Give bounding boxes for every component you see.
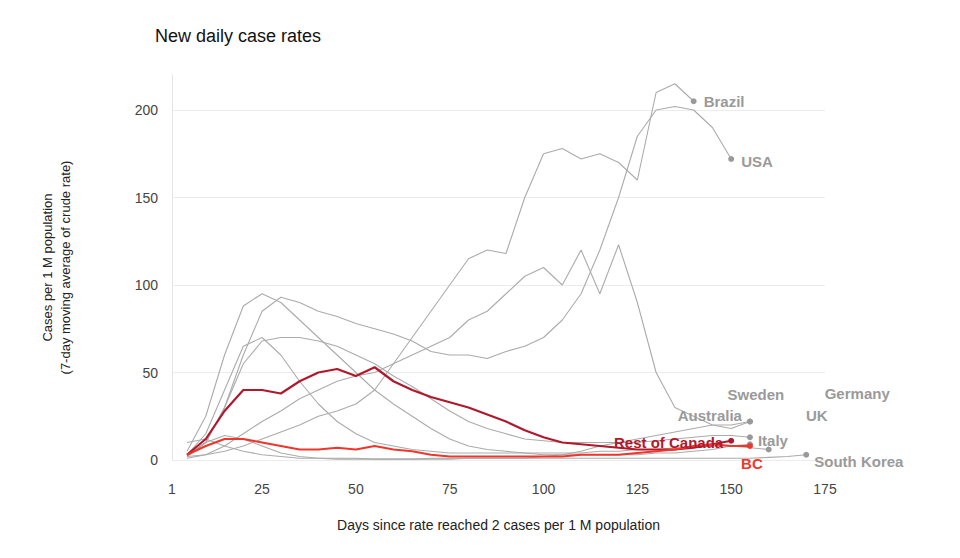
svg-text:Italy: Italy [758, 432, 789, 449]
svg-text:50: 50 [348, 481, 364, 497]
svg-text:Days since rate reached 2 case: Days since rate reached 2 cases per 1 M … [337, 517, 660, 533]
svg-text:100: 100 [135, 277, 159, 293]
svg-text:Rest of Canada: Rest of Canada [614, 434, 724, 451]
svg-text:South Korea: South Korea [814, 453, 904, 470]
svg-text:BC: BC [741, 455, 763, 472]
svg-text:125: 125 [626, 481, 650, 497]
svg-text:Germany: Germany [825, 385, 891, 402]
svg-text:1: 1 [168, 481, 176, 497]
svg-text:Brazil: Brazil [704, 93, 745, 110]
svg-text:UK: UK [806, 407, 828, 424]
svg-text:0: 0 [150, 452, 158, 468]
svg-text:(7-day moving average of crude: (7-day moving average of crude rate) [58, 161, 73, 375]
svg-text:Australia: Australia [678, 407, 743, 424]
svg-text:USA: USA [741, 153, 773, 170]
svg-text:75: 75 [442, 481, 458, 497]
svg-text:100: 100 [532, 481, 556, 497]
svg-text:25: 25 [254, 481, 270, 497]
svg-text:Sweden: Sweden [728, 386, 785, 403]
svg-text:150: 150 [135, 190, 159, 206]
svg-text:New daily case rates: New daily case rates [155, 26, 321, 46]
svg-text:Cases per 1 M population: Cases per 1 M population [40, 193, 55, 341]
svg-text:175: 175 [813, 481, 837, 497]
svg-text:150: 150 [719, 481, 743, 497]
svg-text:50: 50 [142, 365, 158, 381]
svg-text:200: 200 [135, 102, 159, 118]
